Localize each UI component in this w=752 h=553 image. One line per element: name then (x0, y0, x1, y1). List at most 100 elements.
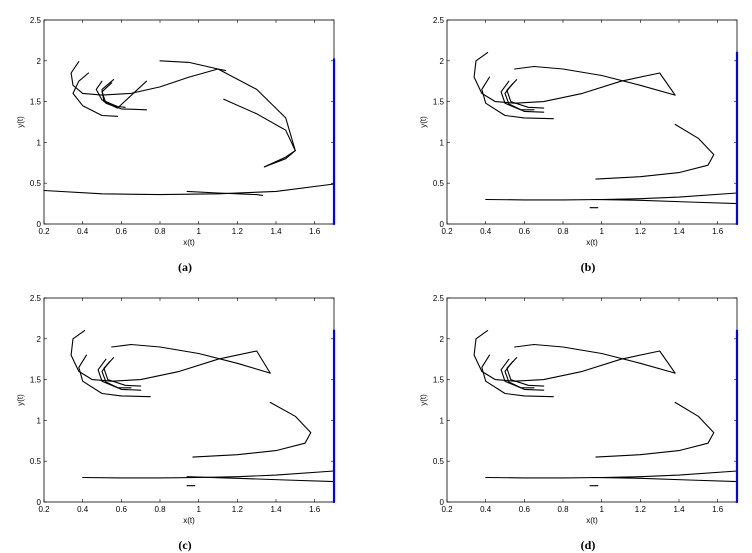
series-line-5 (485, 470, 738, 479)
series-line-2 (481, 76, 554, 120)
panel-caption: (c) (178, 538, 191, 552)
y-tick-label: 2 (37, 57, 42, 66)
series-line-10 (504, 361, 545, 391)
x-axis-label: x(t) (586, 238, 598, 247)
x-tick-label: 1.2 (635, 505, 647, 514)
y-tick-label: 2 (37, 335, 42, 344)
series-line-8 (97, 358, 132, 389)
y-axis-label: y(t) (419, 116, 428, 128)
series-line-8 (500, 80, 535, 111)
y-tick-label: 2 (440, 335, 445, 344)
y-axis-label: y(t) (16, 394, 25, 406)
series-line-1 (473, 330, 676, 382)
y-tick-label: 1 (37, 138, 42, 147)
series-line-10 (504, 83, 545, 113)
y-tick-label: 0.5 (433, 179, 445, 188)
series-line-8 (101, 82, 148, 111)
x-tick-label: 1.4 (673, 227, 685, 236)
x-tick-label: 0.6 (519, 227, 531, 236)
y-axis-label: y(t) (419, 394, 428, 406)
y-tick-label: 1.5 (30, 98, 42, 107)
x-axis-label: x(t) (586, 516, 598, 525)
series-line-4 (595, 401, 715, 458)
chart-panel-3: 0.2 0.4 0.6 0.8 1 1.2 1.4 1.6 0 0.5 1 1.5 2 2.5 x(t) y(… (16, 294, 336, 552)
x-tick-label: 0.2 (441, 227, 453, 236)
y-tick-label: 2.5 (30, 294, 42, 303)
y-tick-label: 0.5 (433, 457, 445, 466)
plot-area (43, 297, 335, 503)
series-line-1 (70, 330, 271, 382)
y-tick-label: 0 (37, 498, 42, 507)
series-line-8 (500, 358, 535, 389)
series-line-7 (95, 80, 126, 108)
x-tick-label: 1.6 (712, 505, 724, 514)
plot-area (446, 297, 738, 503)
series-line-3 (111, 343, 271, 374)
x-tick-label: 0.6 (116, 227, 128, 236)
series-line-4 (192, 401, 312, 458)
series-line-5 (485, 192, 738, 201)
y-tick-label: 0 (440, 220, 445, 229)
series-line-3 (514, 65, 676, 96)
series-line-2 (481, 354, 554, 398)
y-tick-label: 1.5 (433, 376, 445, 385)
x-tick-label: 0.6 (116, 505, 128, 514)
chart-panel-1: 0.2 0.4 0.6 0.8 1 1.2 1.4 1.6 0 0.5 1 1.5 2 2.5 x(t) y(… (16, 16, 336, 274)
y-tick-label: 1.5 (433, 98, 445, 107)
y-tick-label: 0 (37, 220, 42, 229)
x-tick-label: 1.4 (673, 505, 685, 514)
x-tick-label: 0.8 (557, 227, 569, 236)
x-tick-label: 0.2 (441, 505, 453, 514)
x-tick-label: 0.4 (480, 227, 492, 236)
y-tick-label: 0.5 (30, 179, 42, 188)
y-tick-label: 1.5 (30, 376, 42, 385)
chart-panel-2: 0.2 0.4 0.6 0.8 1 1.2 1.4 1.6 0 0.5 1 1.5 2 2.5 x(t) y(… (419, 16, 739, 274)
panel-caption: (d) (581, 538, 596, 552)
x-tick-label: 1.4 (270, 505, 282, 514)
x-tick-label: 0.2 (38, 505, 50, 514)
series-line-9 (101, 79, 148, 109)
series-line-3 (159, 60, 296, 168)
y-axis-label: y(t) (16, 116, 25, 128)
series-line-1 (70, 61, 227, 96)
panel-caption: (b) (581, 260, 596, 274)
series-line-6 (186, 190, 264, 196)
y-tick-label: 1 (37, 416, 42, 425)
x-tick-label: 1.2 (232, 227, 244, 236)
x-tick-label: 0.4 (77, 227, 89, 236)
series-line-6 (186, 476, 335, 483)
series-line-2 (78, 354, 151, 398)
plot-area (446, 19, 738, 225)
x-tick-label: 1 (599, 505, 604, 514)
y-tick-label: 2.5 (433, 294, 445, 303)
x-tick-label: 0.8 (557, 505, 569, 514)
x-tick-label: 1.6 (712, 227, 724, 236)
y-tick-label: 2.5 (433, 16, 445, 25)
series-line-6 (591, 198, 738, 205)
series-line-2 (72, 72, 119, 117)
x-tick-label: 1 (196, 227, 201, 236)
x-tick-label: 0.2 (38, 227, 50, 236)
y-tick-label: 1 (440, 416, 445, 425)
series-line-4 (595, 123, 715, 180)
y-tick-label: 1 (440, 138, 445, 147)
x-tick-label: 0.6 (519, 505, 531, 514)
y-tick-label: 2 (440, 57, 445, 66)
series-line-5 (43, 183, 335, 196)
x-tick-label: 1.2 (232, 505, 244, 514)
x-tick-label: 1 (599, 227, 604, 236)
series-line-10 (101, 361, 142, 391)
x-tick-label: 1.4 (270, 227, 282, 236)
x-axis-label: x(t) (183, 238, 195, 247)
chart-panel-4: 0.2 0.4 0.6 0.8 1 1.2 1.4 1.6 0 0.5 1 1.5 2 2.5 x(t) y(… (419, 294, 739, 552)
series-line-4 (223, 98, 296, 168)
x-tick-label: 1.6 (309, 227, 321, 236)
series-line-6 (591, 476, 738, 483)
panel-caption: (a) (178, 260, 192, 274)
x-tick-label: 0.8 (154, 505, 166, 514)
y-tick-label: 0 (440, 498, 445, 507)
x-tick-label: 0.8 (154, 227, 166, 236)
series-line-3 (514, 343, 676, 374)
x-axis-label: x(t) (183, 516, 195, 525)
